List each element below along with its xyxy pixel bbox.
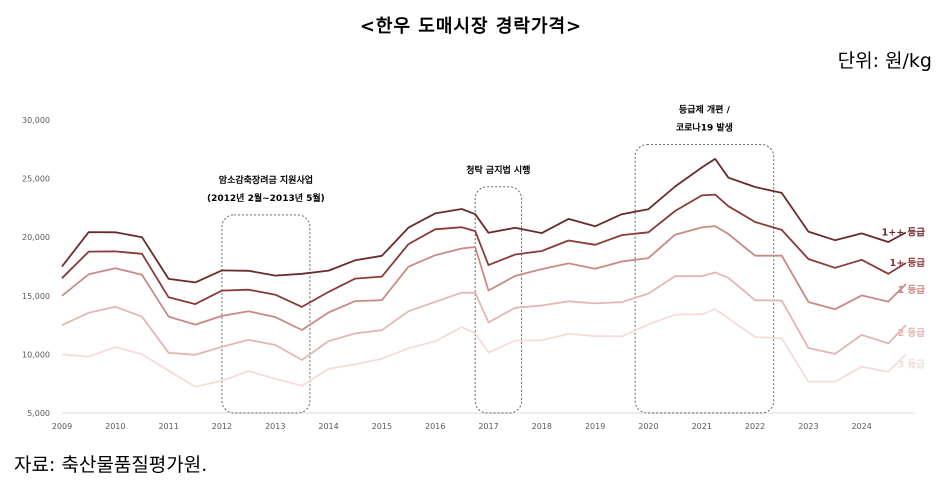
- series-label: 2 등급: [898, 328, 926, 339]
- x-tick-label: 2011: [158, 422, 178, 431]
- x-tick-label: 2014: [318, 422, 338, 431]
- annotation-boxes: 암소감축장려금 지원사업 (2012년 2월~2013년 5월) 청탁 금지법 시행…: [207, 104, 775, 414]
- annotation-text: 등급제 개편 /: [679, 104, 731, 116]
- series-lines: [61, 157, 907, 388]
- series-line: [61, 193, 907, 308]
- x-tick-label: 2015: [372, 422, 392, 431]
- unit-label: 단위: 원/kg: [837, 50, 932, 72]
- x-tick-label: 2019: [585, 422, 605, 431]
- annotation-text: 코로나19 발생: [676, 122, 733, 134]
- annotation-text: 청탁 금지법 시행: [466, 164, 530, 176]
- x-tick-label: 2010: [105, 422, 125, 431]
- series-line: [61, 308, 907, 388]
- x-tick-label: 2023: [798, 422, 818, 431]
- x-tick-label: 2009: [52, 422, 72, 431]
- x-tick-label: 2020: [638, 422, 658, 431]
- x-tick-label: 2012: [212, 422, 232, 431]
- y-tick-label: 10,000: [22, 350, 50, 359]
- y-tick-label: 15,000: [22, 292, 50, 301]
- x-tick-label: 2022: [745, 422, 765, 431]
- source-note: 자료: 축산물품질평가원.: [14, 454, 208, 476]
- y-tick-label: 20,000: [22, 233, 50, 242]
- annotation-text: (2012년 2월~2013년 5월): [207, 192, 325, 204]
- series-label: 3 등급: [898, 359, 926, 370]
- x-tick-label: 2021: [692, 422, 712, 431]
- series-labels: 1++ 등급 1+ 등급 1 등급 2 등급 3 등급: [882, 228, 926, 371]
- annotation-box: [474, 186, 523, 414]
- x-tick-label: 2013: [265, 422, 285, 431]
- annotation-text: 암소감축장려금 지원사업: [219, 174, 313, 186]
- x-tick-label: 2017: [478, 422, 498, 431]
- y-tick-label: 30,000: [22, 116, 50, 125]
- series-label: 1+ 등급: [890, 258, 926, 269]
- series-label: 1 등급: [898, 285, 926, 296]
- chart-title: <한우 도매시장 경락가격>: [359, 16, 583, 37]
- x-tick-label: 2018: [532, 422, 552, 431]
- annotation-box: [634, 144, 775, 414]
- series-line: [61, 271, 907, 361]
- series-line: [61, 225, 907, 331]
- y-tick-label: 5,000: [27, 409, 50, 418]
- chart-axes: 5,000 10,000 15,000 20,000 25,000 30,000 2009 2…: [22, 116, 915, 431]
- series-label: 1++ 등급: [882, 228, 926, 239]
- y-tick-label: 25,000: [22, 175, 50, 184]
- annotation-box: [221, 214, 311, 414]
- x-tick-label: 2016: [425, 422, 445, 431]
- series-line: [61, 157, 907, 284]
- x-tick-label: 2024: [852, 422, 872, 431]
